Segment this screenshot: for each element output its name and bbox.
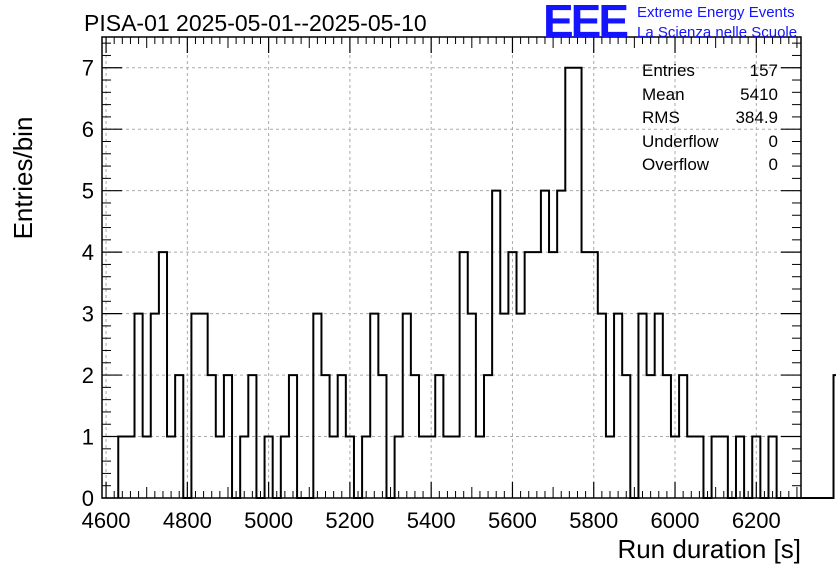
y-tick-label: 3 bbox=[82, 302, 94, 327]
stats-row-rms: RMS 384.9 bbox=[642, 106, 778, 130]
y-tick-label: 6 bbox=[82, 117, 94, 142]
grid-lines bbox=[102, 37, 801, 498]
x-tick-label: 5400 bbox=[407, 508, 456, 533]
stats-value: 0 bbox=[768, 155, 778, 174]
y-tick-labels: 0 1 2 3 4 5 6 7 bbox=[82, 56, 94, 511]
stats-label: Mean bbox=[642, 84, 685, 104]
stats-value: 0 bbox=[768, 131, 778, 151]
y-tick-label: 4 bbox=[82, 240, 94, 265]
x-tick-label: 5800 bbox=[569, 508, 618, 533]
stats-label: RMS bbox=[642, 108, 680, 127]
x-tick-label: 5200 bbox=[325, 508, 374, 533]
stats-row-underflow: Underflow 0 bbox=[642, 130, 778, 154]
stats-row-overflow: Overflow 0 bbox=[642, 153, 778, 177]
stats-label: Overflow bbox=[642, 155, 710, 174]
x-tick-label: 4600 bbox=[82, 508, 131, 533]
x-tick-label: 5600 bbox=[488, 508, 537, 533]
y-tick-label: 5 bbox=[82, 179, 94, 204]
x-axis-label: Run duration [s] bbox=[617, 534, 801, 564]
x-tick-labels: 4600 4800 5000 5200 5400 5600 5800 6000 6200 bbox=[82, 508, 781, 533]
x-tick-label: 5000 bbox=[244, 508, 293, 533]
stats-row-entries: Entries 157 bbox=[642, 59, 778, 83]
x-tick-label: 6000 bbox=[651, 508, 700, 533]
y-tick-label: 1 bbox=[82, 425, 94, 450]
stats-box: Entries 157 Mean 5410 RMS 384.9 Underflo… bbox=[642, 59, 778, 177]
logo-line-1: Extreme Energy Events bbox=[637, 4, 795, 21]
x-tick-label: 6200 bbox=[732, 508, 781, 533]
y-tick-label: 7 bbox=[82, 56, 94, 81]
eee-logo-mark: EEE bbox=[543, 0, 629, 47]
stats-value: 5410 bbox=[740, 84, 778, 104]
y-axis-label: Entries/bin bbox=[8, 117, 38, 240]
stats-value: 384.9 bbox=[735, 108, 778, 127]
stats-row-mean: Mean 5410 bbox=[642, 83, 778, 107]
chart-title: PISA-01 2025-05-01--2025-05-10 bbox=[84, 10, 427, 36]
x-tick-label: 4800 bbox=[163, 508, 212, 533]
y-tick-label: 2 bbox=[82, 363, 94, 388]
logo-line-2: La Scienza nelle Scuole bbox=[637, 24, 798, 41]
stats-label: Entries bbox=[642, 61, 695, 80]
stats-label: Underflow bbox=[642, 131, 719, 151]
axis-ticks bbox=[102, 37, 801, 499]
stats-value: 157 bbox=[749, 61, 778, 80]
y-tick-label: 0 bbox=[82, 486, 94, 511]
plot-frame bbox=[101, 36, 802, 499]
